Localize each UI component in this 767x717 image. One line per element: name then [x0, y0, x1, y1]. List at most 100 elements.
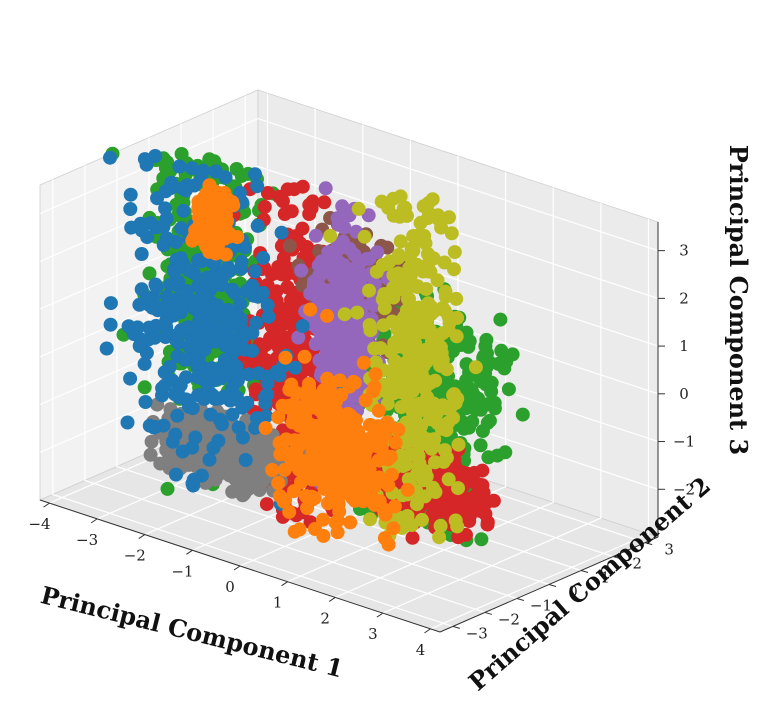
data-point	[245, 325, 260, 340]
data-point	[388, 435, 403, 450]
grid-line-x	[287, 171, 507, 583]
data-point	[372, 494, 387, 509]
data-point	[468, 360, 483, 375]
data-point	[424, 441, 439, 456]
data-point	[172, 159, 187, 174]
data-point	[482, 413, 497, 428]
data-point	[331, 470, 346, 485]
data-point	[233, 296, 248, 311]
data-point	[348, 261, 363, 276]
data-point	[317, 195, 332, 210]
data-point	[332, 504, 347, 519]
data-point	[487, 401, 502, 416]
data-point	[225, 407, 240, 422]
data-point	[441, 309, 456, 324]
data-point	[258, 338, 272, 353]
data-point	[410, 466, 424, 481]
x-tick-label: 2	[320, 609, 330, 627]
x-tick-mark	[90, 518, 98, 524]
x-tick-mark	[281, 581, 288, 587]
data-point	[433, 518, 448, 533]
data-point	[272, 436, 287, 450]
data-point	[275, 398, 290, 413]
data-point	[170, 408, 185, 423]
data-point	[294, 263, 309, 278]
data-point	[345, 472, 360, 487]
data-point	[278, 350, 293, 365]
data-point	[391, 248, 406, 262]
data-point	[358, 393, 373, 408]
data-point	[245, 343, 260, 358]
data-point	[447, 245, 462, 260]
z-tick-label: 0	[679, 385, 689, 403]
data-point	[295, 319, 310, 333]
data-point	[265, 463, 280, 477]
data-point	[275, 194, 290, 209]
data-point	[326, 298, 341, 313]
data-point	[442, 210, 456, 225]
data-point	[451, 437, 466, 452]
data-point	[269, 364, 284, 379]
data-point	[298, 240, 313, 255]
data-point	[158, 303, 173, 318]
data-point	[200, 381, 215, 396]
data-point	[305, 194, 320, 209]
data-point	[304, 489, 319, 504]
data-point	[181, 263, 196, 278]
data-point	[261, 309, 276, 324]
y-tick-mark	[645, 542, 653, 546]
data-point	[132, 339, 147, 353]
y-tick-mark	[548, 584, 557, 587]
data-point	[428, 373, 443, 388]
data-point	[345, 273, 360, 288]
data-point	[462, 514, 477, 528]
data-point	[134, 247, 149, 261]
data-point	[138, 395, 153, 409]
data-point	[440, 401, 455, 416]
data-point	[191, 279, 206, 294]
data-point	[213, 365, 228, 380]
data-point	[405, 530, 420, 545]
data-point	[342, 333, 357, 348]
data-point	[342, 241, 357, 256]
data-point	[359, 456, 374, 471]
data-point	[260, 387, 275, 402]
data-point	[356, 355, 371, 370]
data-point	[230, 392, 245, 407]
data-point	[350, 305, 365, 320]
data-point	[387, 499, 402, 514]
data-point	[337, 432, 352, 447]
data-point	[330, 287, 345, 302]
data-point	[368, 367, 383, 382]
data-point	[175, 444, 190, 459]
data-point	[303, 302, 318, 317]
data-point	[493, 312, 508, 327]
data-point	[451, 530, 466, 545]
data-point	[287, 524, 302, 539]
data-point	[159, 320, 174, 334]
data-point	[209, 227, 224, 242]
data-point	[142, 266, 157, 281]
data-point	[271, 260, 286, 274]
x-tick-label: −4	[28, 515, 50, 533]
data-point	[449, 329, 464, 344]
data-point	[318, 329, 333, 344]
x-tick-label: −2	[124, 547, 146, 565]
data-point	[377, 301, 392, 316]
data-point	[406, 405, 420, 420]
data-point	[400, 482, 415, 497]
data-point	[156, 219, 171, 234]
data-point	[401, 277, 416, 292]
data-point	[474, 532, 489, 547]
data-point	[103, 317, 118, 332]
data-point	[222, 335, 237, 349]
data-point	[193, 208, 208, 223]
data-point	[363, 468, 378, 483]
data-point	[362, 318, 377, 333]
data-point	[169, 467, 183, 482]
data-point	[99, 341, 114, 356]
data-point	[381, 537, 396, 552]
grid-line-y	[84, 165, 486, 613]
data-point	[167, 264, 182, 279]
